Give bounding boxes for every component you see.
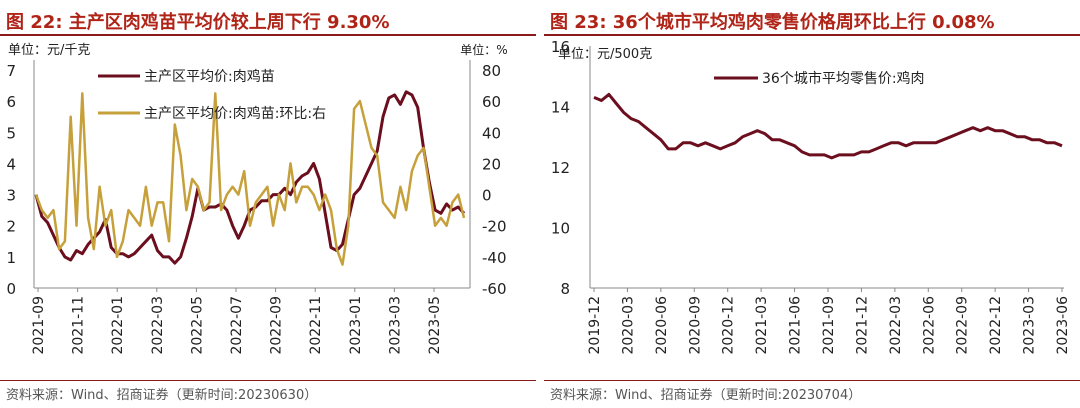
y-left-tick-label: 0 [6,280,16,298]
x-tick-label: 2020-06 [654,296,670,355]
source-divider [0,380,536,381]
x-tick-label: 2022-05 [189,296,205,355]
y-tick-label: 8 [560,280,570,298]
y-right-tick-label: 80 [482,62,501,80]
source-note: 资料来源：Wind、招商证券（更新时间:20230630） [6,388,318,403]
x-tick-label: 2022-07 [229,296,245,355]
x-tick-label: 2022-06 [921,296,937,355]
x-tick-label: 2023-03 [1022,296,1038,355]
y-tick-label: 12 [551,159,570,177]
y-right-tick-label: 20 [482,155,501,173]
y-right-tick-label: 0 [482,187,492,205]
legend-label: 36个城市平均零售价:鸡肉 [762,70,925,87]
x-tick-label: 2021-12 [854,296,870,355]
y-left-tick-label: 5 [6,124,16,142]
y-left-tick-label: 7 [6,62,16,80]
y-right-tick-label: -60 [482,280,507,298]
legend-label: 主产区平均价:肉鸡苗 [144,68,275,85]
x-tick-label: 2023-05 [427,296,443,355]
chart-title: 图 23: 36个城市平均鸡肉零售价格周环比上行 0.08% [550,12,995,33]
y-left-tick-label: 3 [6,187,16,205]
x-tick-label: 2021-11 [71,296,87,355]
x-tick-label: 2019-12 [587,296,603,355]
x-tick-label: 2021-09 [31,296,47,355]
y-right-unit: 单位：% [460,42,507,57]
chart-title-bar: 图 23: 36个城市平均鸡肉零售价格周环比上行 0.08% [544,4,1080,36]
series-line [34,90,466,265]
y-tick-label: 10 [551,220,570,238]
x-tick-label: 2022-11 [308,296,324,355]
x-tick-label: 2022-03 [150,296,166,355]
x-tick-label: 2021-03 [754,296,770,355]
chart-left-svg: 单位：元/千克 单位：% 0 1 2 3 4 5 6 7 -60 -40 -20 0 20 40 60 80 202… [6,42,507,355]
x-tick-label: 2020-03 [620,296,636,355]
chart-panel-left: 图 22: 主产区肉鸡苗平均价较上周下行 9.30% 单位：元/千克 单位：% 0 1… [0,0,536,408]
y-right-tick-label: -40 [482,249,507,267]
y-left-tick-label: 6 [6,93,16,111]
source-divider [544,380,1080,381]
source-note: 资料来源：Wind、招商证券（更新时间:20230704） [550,388,862,403]
y-tick-label: 14 [551,99,570,117]
x-tick-label: 2021-09 [821,296,837,355]
y-right-tick-label: -20 [482,218,507,236]
x-tick-label: 2022-09 [269,296,285,355]
y-unit: 单位：元/500克 [558,47,652,62]
chart-right-svg: 单位：元/500克 8 10 12 14 16 2019-12 2020-03 2020-06 2… [551,38,1071,355]
y-left-unit: 单位：元/千克 [8,43,90,58]
x-tick-label: 2022-03 [888,296,904,355]
legend-label: 主产区平均价:肉鸡苗:环比:右 [144,105,326,122]
chart-title-bar: 图 22: 主产区肉鸡苗平均价较上周下行 9.30% [0,4,536,36]
y-tick-label: 16 [551,38,570,56]
y-left-tick-label: 1 [6,249,16,267]
y-left-tick-label: 4 [6,155,16,173]
x-tick-label: 2020-09 [687,296,703,355]
x-tick-label: 2022-09 [955,296,971,355]
x-tick-label: 2021-06 [788,296,804,355]
x-tick-label: 2020-12 [721,296,737,355]
chart-title: 图 22: 主产区肉鸡苗平均价较上周下行 9.30% [6,12,390,33]
x-tick-label: 2022-01 [110,296,126,355]
chart-panel-right: 图 23: 36个城市平均鸡肉零售价格周环比上行 0.08% 单位：元/500克… [544,0,1080,408]
y-right-tick-label: 60 [482,93,501,111]
series-line [593,92,1063,160]
x-tick-label: 2022-12 [988,296,1004,355]
x-tick-label: 2023-06 [1055,296,1071,355]
x-tick-label: 2023-01 [348,296,364,355]
y-right-tick-label: 40 [482,124,501,142]
x-tick-label: 2023-03 [387,296,403,355]
y-left-tick-label: 2 [6,218,16,236]
series-line [34,92,466,266]
